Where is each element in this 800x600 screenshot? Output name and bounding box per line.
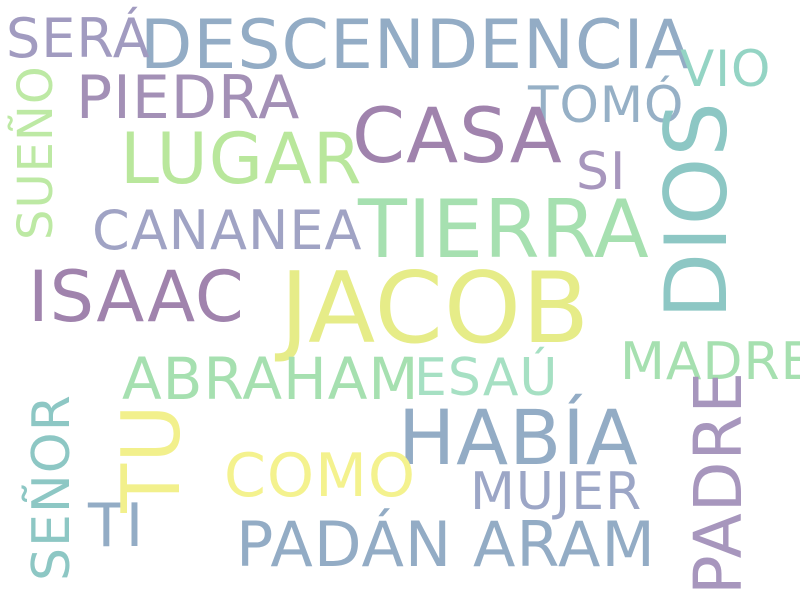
word-ti: TI (88, 491, 145, 561)
word-como: COMO (224, 441, 417, 511)
word-isaac: ISAAC (28, 256, 245, 338)
word-padre: PADRE (680, 370, 757, 595)
word-habia: HABÍA (398, 393, 639, 482)
word-esau: ESAÚ (414, 348, 559, 408)
word-mujer: MUJER (470, 462, 643, 522)
word-vio: VIO (680, 40, 772, 98)
word-sera: SERÁ (6, 7, 151, 70)
word-jacob: JACOB (280, 252, 591, 366)
word-tu: TU (105, 403, 198, 513)
word-cananea: CANANEA (92, 199, 363, 262)
word-padan-aram: PADÁN ARAM (236, 508, 656, 581)
word-si: SI (576, 142, 627, 202)
word-madre: MADRE (620, 332, 800, 392)
word-abraham: ABRAHAM (122, 345, 420, 413)
word-dios: DIOS (647, 101, 747, 319)
word-tierra: TIERRA (358, 183, 650, 276)
word-senor: SEÑOR (22, 394, 82, 581)
word-descendencia: DESCENDENCIA (140, 6, 693, 85)
word-piedra: PIEDRA (76, 63, 301, 133)
word-sueno: SUEÑO (8, 65, 64, 240)
word-lugar: LUGAR (120, 118, 363, 200)
word-tomo: TOMÓ (528, 76, 685, 134)
word-casa: CASA (352, 91, 563, 180)
